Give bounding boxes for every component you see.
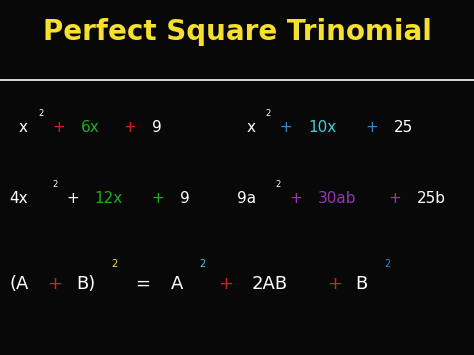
Text: +: +: [123, 120, 136, 135]
Text: +: +: [289, 191, 302, 206]
Text: 2: 2: [38, 109, 43, 118]
Text: 4x: 4x: [9, 191, 28, 206]
Text: +: +: [66, 191, 79, 206]
Text: x: x: [246, 120, 255, 135]
Text: 10x: 10x: [308, 120, 337, 135]
Text: 9: 9: [152, 120, 162, 135]
Text: 2: 2: [111, 260, 118, 269]
Text: 9: 9: [180, 191, 190, 206]
Text: +: +: [327, 275, 342, 293]
Text: B: B: [356, 275, 368, 293]
Text: B): B): [76, 275, 95, 293]
Text: +: +: [152, 191, 164, 206]
Text: +: +: [389, 191, 401, 206]
Text: +: +: [280, 120, 292, 135]
Text: 25b: 25b: [417, 191, 446, 206]
Text: +: +: [52, 120, 65, 135]
Text: 2AB: 2AB: [251, 275, 287, 293]
Text: 25: 25: [393, 120, 413, 135]
Text: 9a: 9a: [237, 191, 256, 206]
Text: =: =: [135, 275, 150, 293]
Text: 2: 2: [275, 180, 280, 189]
Text: (A: (A: [9, 275, 29, 293]
Text: 2: 2: [265, 109, 271, 118]
Text: x: x: [19, 120, 28, 135]
Text: Perfect Square Trinomial: Perfect Square Trinomial: [43, 18, 431, 46]
Text: A: A: [171, 275, 183, 293]
Text: 30ab: 30ab: [318, 191, 356, 206]
Text: +: +: [47, 275, 63, 293]
Text: +: +: [218, 275, 233, 293]
Text: 2: 2: [199, 260, 205, 269]
Text: +: +: [365, 120, 378, 135]
Text: 6x: 6x: [81, 120, 100, 135]
Text: 12x: 12x: [95, 191, 123, 206]
Text: 2: 2: [52, 180, 57, 189]
Text: 2: 2: [384, 260, 390, 269]
